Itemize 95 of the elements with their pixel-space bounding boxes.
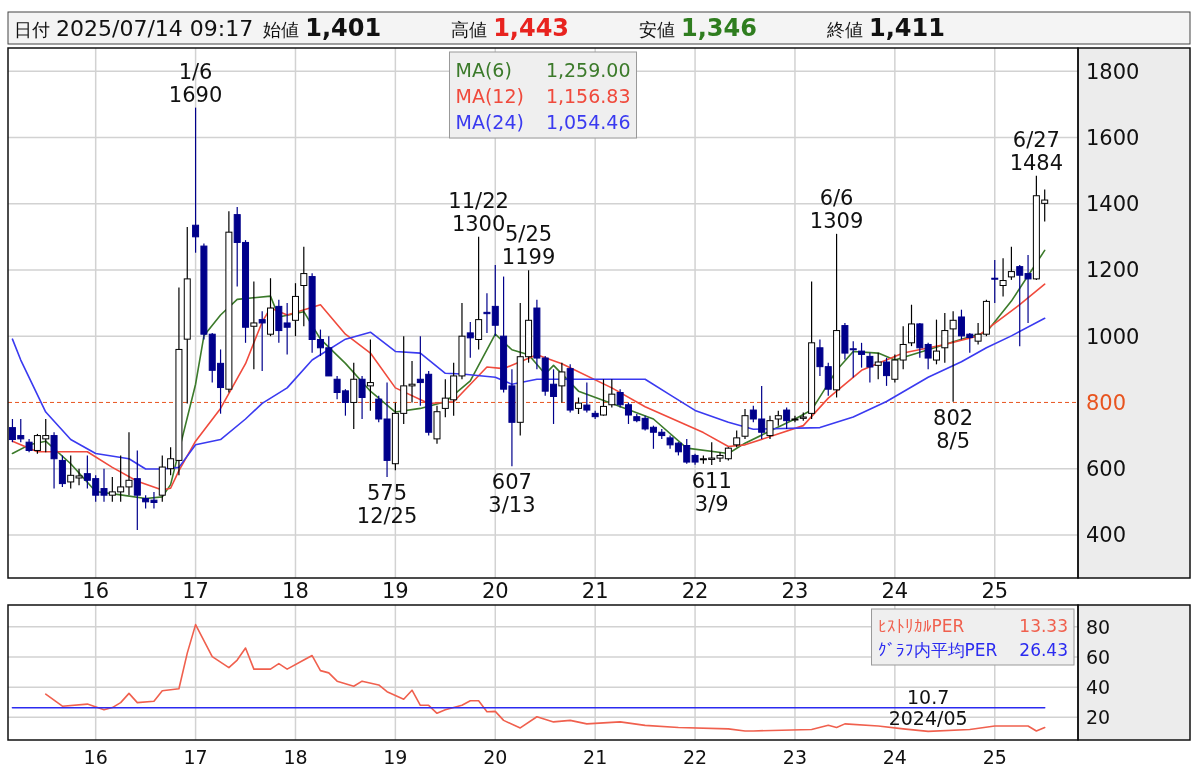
candlestick <box>908 304 915 347</box>
ref-line-label: 800 <box>1086 391 1127 415</box>
y-tick-label: 1000 <box>1086 324 1140 349</box>
candlestick <box>600 378 607 417</box>
annotation: 6/6 1309 <box>809 185 864 233</box>
x-tick-label: 17 <box>182 579 209 603</box>
candlestick <box>858 342 866 369</box>
x-tick-label: 24 <box>881 579 909 603</box>
x-tick-label: 25 <box>982 746 1007 768</box>
line-series <box>11 317 1046 470</box>
y-tick-label: 40 <box>1086 676 1111 699</box>
x-tick-label: 20 <box>481 579 509 603</box>
candlestick <box>949 310 957 403</box>
candlestick <box>766 415 774 440</box>
text: 安値 <box>639 19 676 40</box>
x-tick-label: 21 <box>581 579 609 603</box>
candlestick <box>475 236 483 351</box>
text: MA(6) <box>455 59 512 81</box>
candlestick <box>924 342 932 370</box>
candlestick <box>50 431 58 490</box>
candlestick <box>999 257 1007 298</box>
y-tick-label: 1400 <box>1086 192 1140 217</box>
x-tick-label: 22 <box>681 579 709 603</box>
y-tick-label: 600 <box>1086 457 1127 482</box>
candlestick <box>1007 246 1015 281</box>
candlestick <box>608 378 616 409</box>
candlestick <box>932 319 940 365</box>
annotation: 607 3/13 <box>488 470 536 518</box>
candlestick <box>291 282 299 337</box>
x-tick-label: 24 <box>882 746 907 768</box>
annotation: 1,156.83 <box>545 85 631 107</box>
y-tick-label: 1600 <box>1086 126 1140 150</box>
y-tick-label: 60 <box>1086 645 1111 668</box>
candlestick <box>250 280 258 370</box>
x-tick-label: 20 <box>483 746 508 768</box>
candlestick <box>874 352 882 380</box>
annotation: 26.43 <box>1019 640 1068 660</box>
text: ﾋｽﾄﾘｶﾙPER <box>877 616 965 636</box>
candlestick <box>558 362 566 404</box>
annotation: 13.33 <box>1019 616 1068 636</box>
candlestick <box>58 454 66 488</box>
candlestick <box>192 107 200 254</box>
annotation: 1,054.46 <box>545 111 631 133</box>
x-tick-label: 23 <box>781 579 809 603</box>
x-tick-label: 21 <box>583 746 608 768</box>
y-tick-label: 1800 <box>1086 59 1140 84</box>
text: 1,411 <box>868 14 945 42</box>
x-tick-label: 18 <box>283 746 308 768</box>
annotation: 575 12/25 <box>356 480 418 528</box>
candlestick <box>358 375 366 420</box>
candlestick <box>283 302 291 356</box>
annotation: 802 8/5 <box>933 405 974 453</box>
annotation: 1/6 1690 <box>168 59 223 107</box>
candlestick <box>866 352 874 384</box>
candlestick <box>350 362 358 430</box>
text: 2025/07/14 09:17 <box>56 16 254 41</box>
text: ｸﾞﾗﾌ内平均PER <box>877 640 998 660</box>
text: 日付 <box>14 19 50 40</box>
annotation: 1,259.00 <box>545 59 631 81</box>
candlestick <box>883 357 891 387</box>
candlestick <box>916 322 924 359</box>
x-tick-label: 19 <box>383 746 408 768</box>
text: 1,443 <box>493 14 570 42</box>
candlestick <box>133 449 141 531</box>
candlestick <box>783 406 791 430</box>
text: 1,346 <box>681 14 757 42</box>
candlestick <box>991 259 999 304</box>
x-tick-label: 19 <box>382 579 409 603</box>
candlestick <box>258 310 266 372</box>
candlestick <box>466 321 474 359</box>
text: 終値 <box>825 19 863 40</box>
candlestick <box>583 381 591 413</box>
annotation: 611 3/9 <box>691 469 732 517</box>
x-tick-label: 16 <box>82 579 110 603</box>
text: 1,401 <box>305 14 382 42</box>
text: 高値 <box>451 19 488 40</box>
y-tick-label: 400 <box>1086 523 1127 548</box>
x-tick-label: 23 <box>782 746 808 768</box>
annotation: 6/27 1484 <box>1009 127 1064 175</box>
x-tick-label: 17 <box>183 746 208 768</box>
y-tick-label: 20 <box>1086 706 1111 729</box>
candlestick <box>941 312 949 364</box>
text: MA(12) <box>455 85 524 107</box>
y-tick-label: 1200 <box>1086 258 1140 283</box>
text: MA(24) <box>455 111 524 133</box>
annotation: 10.7 2024/05 <box>888 686 968 730</box>
candlestick <box>366 338 374 412</box>
x-tick-label: 16 <box>83 746 108 768</box>
text: 始値 <box>263 19 300 40</box>
candlestick <box>300 246 308 327</box>
candlestick <box>741 408 749 440</box>
x-tick-label: 25 <box>981 579 1009 603</box>
y-tick-label: 80 <box>1086 615 1111 638</box>
x-tick-label: 18 <box>282 579 309 603</box>
x-tick-label: 22 <box>682 746 708 768</box>
